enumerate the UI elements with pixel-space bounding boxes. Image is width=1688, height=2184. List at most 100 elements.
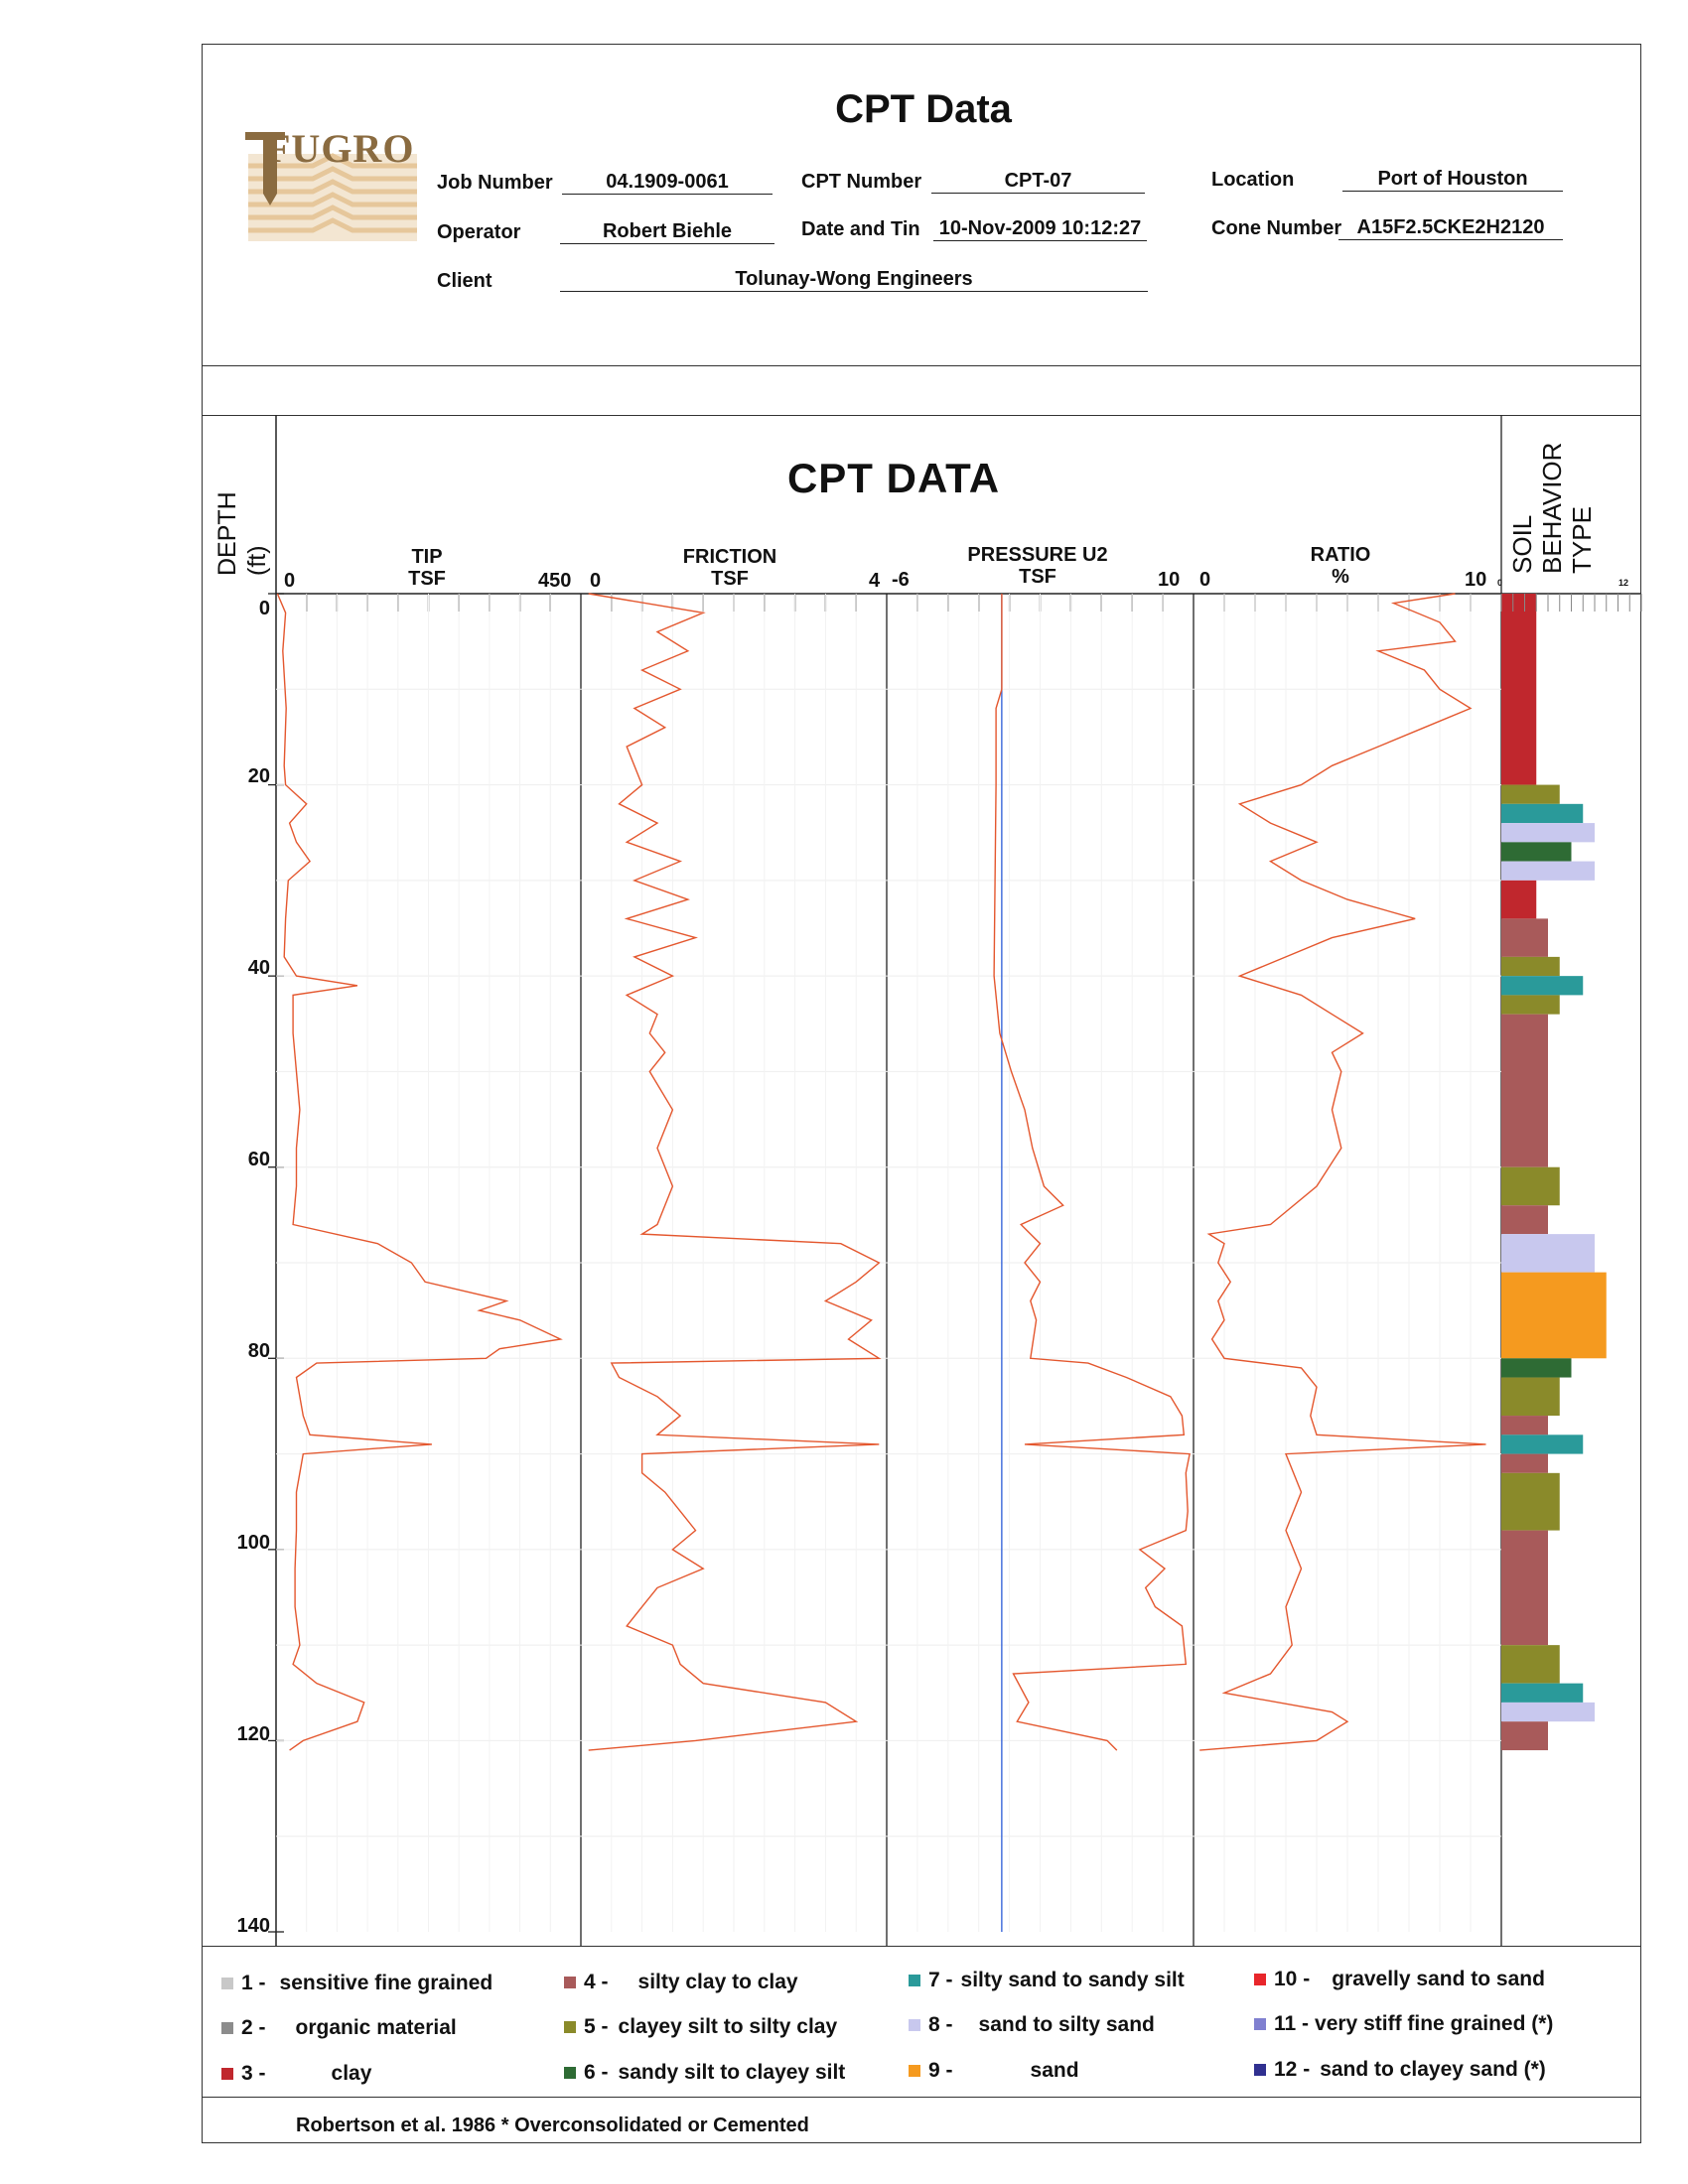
chart-top-rule: [202, 415, 1641, 416]
cpt-number-value: CPT-07: [931, 170, 1145, 194]
pressure-track-header: PRESSURE U2 TSF: [967, 544, 1108, 588]
soil-type-bar: [1501, 784, 1560, 804]
tip-track-header: TIP TSF: [408, 546, 446, 590]
legend-swatch: [564, 2021, 576, 2034]
client-value: Tolunay-Wong Engineers: [560, 268, 1148, 292]
legend-swatch: [221, 2068, 233, 2081]
legend-item: 11 - very stiff fine grained (*): [1254, 2012, 1553, 2036]
date-label: Date and Tin: [801, 218, 920, 240]
soil-type-bar: [1501, 1683, 1584, 1703]
legend-item: 3 - clay: [221, 2062, 371, 2086]
legend-item: 1 - sensitive fine grained: [221, 1972, 492, 1995]
legend-swatch: [221, 2022, 233, 2035]
depth-tick-label: 80: [247, 1340, 270, 1362]
legend-item: 9 - sand: [909, 2059, 1079, 2083]
soil-type-bar: [1501, 1645, 1560, 1684]
soil-type-bar: [1501, 1014, 1548, 1167]
cone-number-value: A15F2.5CKE2H2120: [1338, 216, 1563, 240]
cone-number-label: Cone Number: [1211, 217, 1342, 239]
job-number-label: Job Number: [437, 172, 553, 194]
series-tip: [276, 593, 563, 1751]
soil-type-bar: [1501, 1434, 1584, 1454]
legend-swatch: [1254, 2064, 1266, 2077]
soil-scale-min: 0: [1497, 578, 1503, 588]
friction-track-header: FRICTION TSF: [682, 546, 777, 590]
depth-tick-label: 100: [236, 1532, 270, 1554]
soil-type-bar: [1501, 956, 1560, 977]
soil-type-bar: [1501, 1416, 1548, 1435]
legend-item: 2 - organic material: [221, 2016, 457, 2040]
legend-item: 8 - sand to silty sand: [909, 2013, 1155, 2037]
chart-title: CPT DATA: [786, 455, 1001, 501]
operator-label: Operator: [437, 221, 521, 243]
depth-tick-label: 0: [258, 598, 270, 619]
fugro-logo: [245, 132, 417, 241]
soil-scale-max: 12: [1618, 578, 1629, 588]
ratio-track-header: RATIO%: [1310, 544, 1371, 588]
depth-tick-label: 140: [236, 1915, 270, 1937]
tip-max: 450: [538, 570, 572, 592]
series-ratio: [1199, 593, 1486, 1751]
pressure-min: -6: [892, 569, 910, 591]
ratio-min: 0: [1199, 569, 1211, 591]
legend-swatch: [909, 1975, 920, 1987]
soil-type-bar: [1501, 861, 1595, 881]
depth-tick-label: 120: [236, 1723, 270, 1745]
location-value: Port of Houston: [1342, 168, 1563, 192]
soil-type-bar: [1501, 1472, 1560, 1531]
series-friction: [588, 593, 882, 1751]
job-number-value: 04.1909-0061: [562, 171, 773, 195]
legend-swatch: [1254, 2018, 1266, 2031]
legend-item: 12 - sand to clayey sand (*): [1254, 2058, 1546, 2082]
page-frame: [202, 44, 1641, 2143]
legend-swatch: [1254, 1974, 1266, 1986]
legend-swatch: [564, 1977, 576, 1989]
soil-type-bar: [1501, 842, 1572, 862]
soil-type-bar: [1501, 880, 1537, 919]
soil-type-bar: [1501, 1166, 1560, 1206]
legend-swatch: [909, 2065, 920, 2078]
soil-type-bar: [1501, 1721, 1548, 1751]
legend-item: 4 - silty clay to clay: [564, 1971, 798, 1994]
location-label: Location: [1211, 169, 1295, 191]
series-pressure-u2: [993, 594, 1191, 1751]
soil-type-bar: [1501, 594, 1537, 785]
header-divider: [202, 365, 1641, 366]
soil-type-bar: [1501, 803, 1584, 824]
legend-bottom-rule: [202, 2097, 1641, 2098]
client-label: Client: [437, 270, 492, 292]
soil-type-bar: [1501, 1530, 1548, 1646]
soil-type-bar: [1501, 1358, 1572, 1378]
legend-swatch: [564, 2067, 576, 2080]
depth-tick-label: 20: [247, 765, 270, 787]
legend-swatch: [909, 2019, 920, 2032]
soil-type-bar: [1501, 1205, 1548, 1235]
legend-item: 10 - gravelly sand to sand: [1254, 1968, 1545, 1991]
tip-min: 0: [284, 570, 296, 592]
depth-tick-label: 60: [247, 1149, 270, 1170]
soil-type-bar: [1501, 976, 1584, 996]
soil-type-bar: [1501, 1702, 1595, 1722]
operator-value: Robert Biehle: [560, 220, 774, 244]
legend-item: 5 - clayey silt to silty clay: [564, 2015, 837, 2039]
soil-type-bar: [1501, 1377, 1560, 1417]
legend-item: 6 - sandy silt to clayey silt: [564, 2061, 845, 2085]
pressure-max: 10: [1158, 569, 1181, 591]
friction-min: 0: [590, 570, 602, 592]
soil-type-bar: [1501, 823, 1595, 843]
soil-type-bar: [1501, 1453, 1548, 1473]
depth-tick-label: 40: [247, 957, 270, 979]
soil-type-bar: [1501, 918, 1548, 957]
footnote: Robertson et al. 1986 * Overconsolidated…: [296, 2115, 809, 2136]
soil-type-bar: [1501, 1234, 1595, 1273]
ratio-max: 10: [1465, 569, 1487, 591]
legend-top-rule: [202, 1946, 1641, 1947]
legend-swatch: [221, 1978, 233, 1990]
friction-max: 4: [869, 570, 881, 592]
logo-text: FUGRO: [266, 126, 415, 171]
soil-type-bar: [1501, 995, 1560, 1015]
date-value: 10-Nov-2009 10:12:27: [933, 217, 1147, 241]
page-title: CPT Data: [835, 87, 1012, 131]
legend-item: 7 - silty sand to sandy silt: [909, 1969, 1185, 1992]
